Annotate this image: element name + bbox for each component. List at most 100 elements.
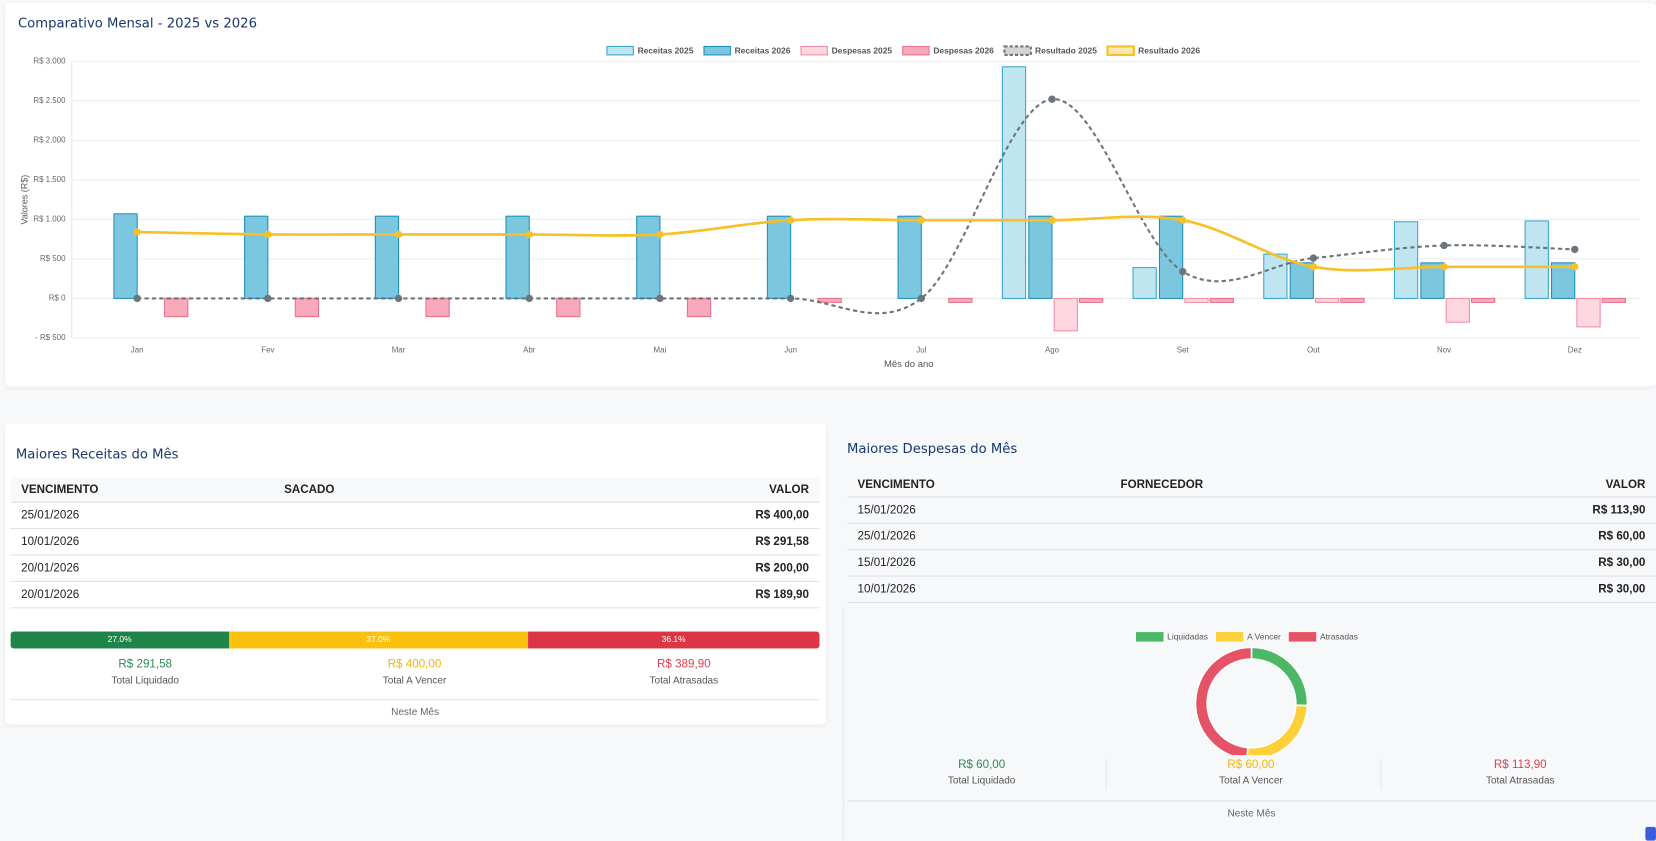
despesas-title: Maiores Despesas do Mês	[846, 440, 1018, 457]
table-header: VENCIMENTO SACADO VALOR	[10, 477, 820, 503]
bar	[1393, 221, 1419, 299]
y-tick-label: R$ 0	[49, 294, 66, 303]
point	[264, 294, 272, 303]
point	[264, 230, 272, 239]
table-cell: R$ 189,90	[755, 588, 809, 601]
table-cell: R$ 400,00	[755, 509, 809, 522]
table-row: 25/01/2026 R$ 60,00	[846, 524, 1656, 551]
x-tick-label: Dez	[1568, 346, 1582, 355]
x-tick-label: Ago	[1045, 346, 1060, 355]
legend-label: Receitas 2025	[638, 45, 694, 55]
bar	[505, 215, 530, 299]
point	[133, 294, 141, 303]
donut-slice	[1250, 646, 1309, 707]
separator	[1105, 758, 1107, 790]
column-header: VENCIMENTO	[857, 478, 935, 492]
bar	[1028, 215, 1053, 299]
bar	[1209, 297, 1234, 303]
total-block: R$ 60,00 Total Liquidado	[847, 758, 1116, 787]
x-tick-label: Nov	[1437, 346, 1451, 355]
total-amount: R$ 113,90	[1493, 758, 1547, 771]
y-tick-label: R$ 1.500	[33, 175, 66, 184]
bar	[1263, 253, 1288, 299]
legend-label: Despesas 2025	[832, 45, 893, 55]
separator	[1380, 758, 1382, 790]
bar	[1289, 262, 1314, 299]
bar	[244, 215, 269, 299]
combo-chart: - R$ 500 R$ 0 R$ 500 R$ 1.000 R$ 1.500 R$ 2.0…	[20, 45, 1641, 370]
point	[656, 230, 664, 239]
progress-segment: 27.0%	[10, 631, 229, 649]
point	[1440, 241, 1448, 250]
table-cell: 25/01/2026	[857, 530, 916, 543]
table-row: 15/01/2026 R$ 30,00	[846, 550, 1656, 577]
receitas-card	[5, 423, 826, 725]
y-tick-label: R$ 2.500	[33, 96, 66, 105]
table-cell: R$ 200,00	[755, 561, 809, 575]
bar	[1551, 262, 1576, 299]
total-label: Total Liquidado	[111, 674, 179, 687]
legend-label: Despesas 2026	[933, 45, 994, 55]
x-tick-label: Jul	[916, 346, 926, 355]
table-row: 10/01/2026 R$ 30,00	[846, 577, 1656, 604]
column-header: FORNECEDOR	[1120, 478, 1204, 492]
total-block: R$ 113,90 Total Atrasadas	[1386, 758, 1655, 787]
point	[917, 216, 926, 224]
table-row: 10/01/2026 R$ 291,58	[10, 529, 820, 556]
footer: Neste Mês	[846, 800, 1656, 820]
legend-label: A Vencer	[1247, 632, 1281, 642]
y-tick-label: R$ 3.000	[33, 56, 66, 65]
table-cell: 20/01/2026	[21, 588, 80, 601]
despesas-table: VENCIMENTO FORNECEDOR VALOR 15/01/2026 R$ 11…	[846, 472, 1656, 604]
bar	[1158, 215, 1184, 299]
total-label: Total Liquidado	[947, 775, 1016, 787]
receitas-table: VENCIMENTO SACADO VALOR 25/01/2026 R$ 400,00…	[10, 477, 820, 609]
bar	[374, 215, 400, 299]
line	[137, 98, 1575, 315]
column-header: SACADO	[284, 483, 335, 497]
point	[394, 294, 403, 303]
total-label: Total A Vencer	[382, 674, 447, 687]
donut-chart: Liquidadas A Vencer Atrasadas	[1136, 632, 1358, 756]
total-amount: R$ 389,90	[657, 657, 711, 671]
bar	[1524, 220, 1549, 299]
bar	[556, 297, 581, 318]
total-block: R$ 389,90 Total Atrasadas	[549, 658, 818, 687]
legend-swatch	[606, 45, 634, 56]
total-block: R$ 291,58 Total Liquidado	[11, 658, 280, 687]
progress-bar: 27.0% 37.0% 36.1%	[10, 631, 820, 649]
point	[525, 294, 533, 303]
column-header: VALOR	[1605, 478, 1646, 492]
table-cell: R$ 113,90	[1592, 503, 1646, 517]
donut-slice	[1246, 704, 1309, 756]
legend-label: Resultado 2026	[1138, 45, 1200, 55]
total-amount: R$ 60,00	[958, 758, 1006, 771]
y-tick-label: R$ 2.000	[33, 135, 66, 144]
point	[786, 294, 795, 303]
table-header: VENCIMENTO FORNECEDOR VALOR	[846, 472, 1656, 498]
bar	[1184, 297, 1209, 303]
footer: Neste Mês	[10, 699, 820, 718]
point	[1440, 263, 1448, 271]
legend-label: Resultado 2025	[1035, 45, 1097, 55]
x-tick-label: Mar	[392, 346, 406, 355]
table-cell: 15/01/2026	[857, 556, 916, 570]
column-header: VENCIMENTO	[21, 483, 99, 497]
total-amount: R$ 60,00	[1227, 758, 1275, 771]
table-row: 25/01/2026 R$ 400,00	[10, 503, 820, 530]
corner-widget	[1645, 826, 1656, 841]
bar	[636, 215, 661, 299]
y-axis-label: Valores (R$)	[20, 175, 30, 225]
bar	[897, 215, 922, 299]
bar	[948, 297, 973, 303]
bar	[1471, 297, 1496, 303]
line	[137, 215, 1575, 272]
bar	[766, 215, 792, 299]
total-label: Total Atrasadas	[649, 674, 719, 687]
table-row: 15/01/2026 R$ 113,90	[846, 497, 1656, 524]
legend-swatch	[1215, 632, 1244, 642]
bar	[1001, 66, 1027, 299]
bar	[294, 297, 320, 318]
